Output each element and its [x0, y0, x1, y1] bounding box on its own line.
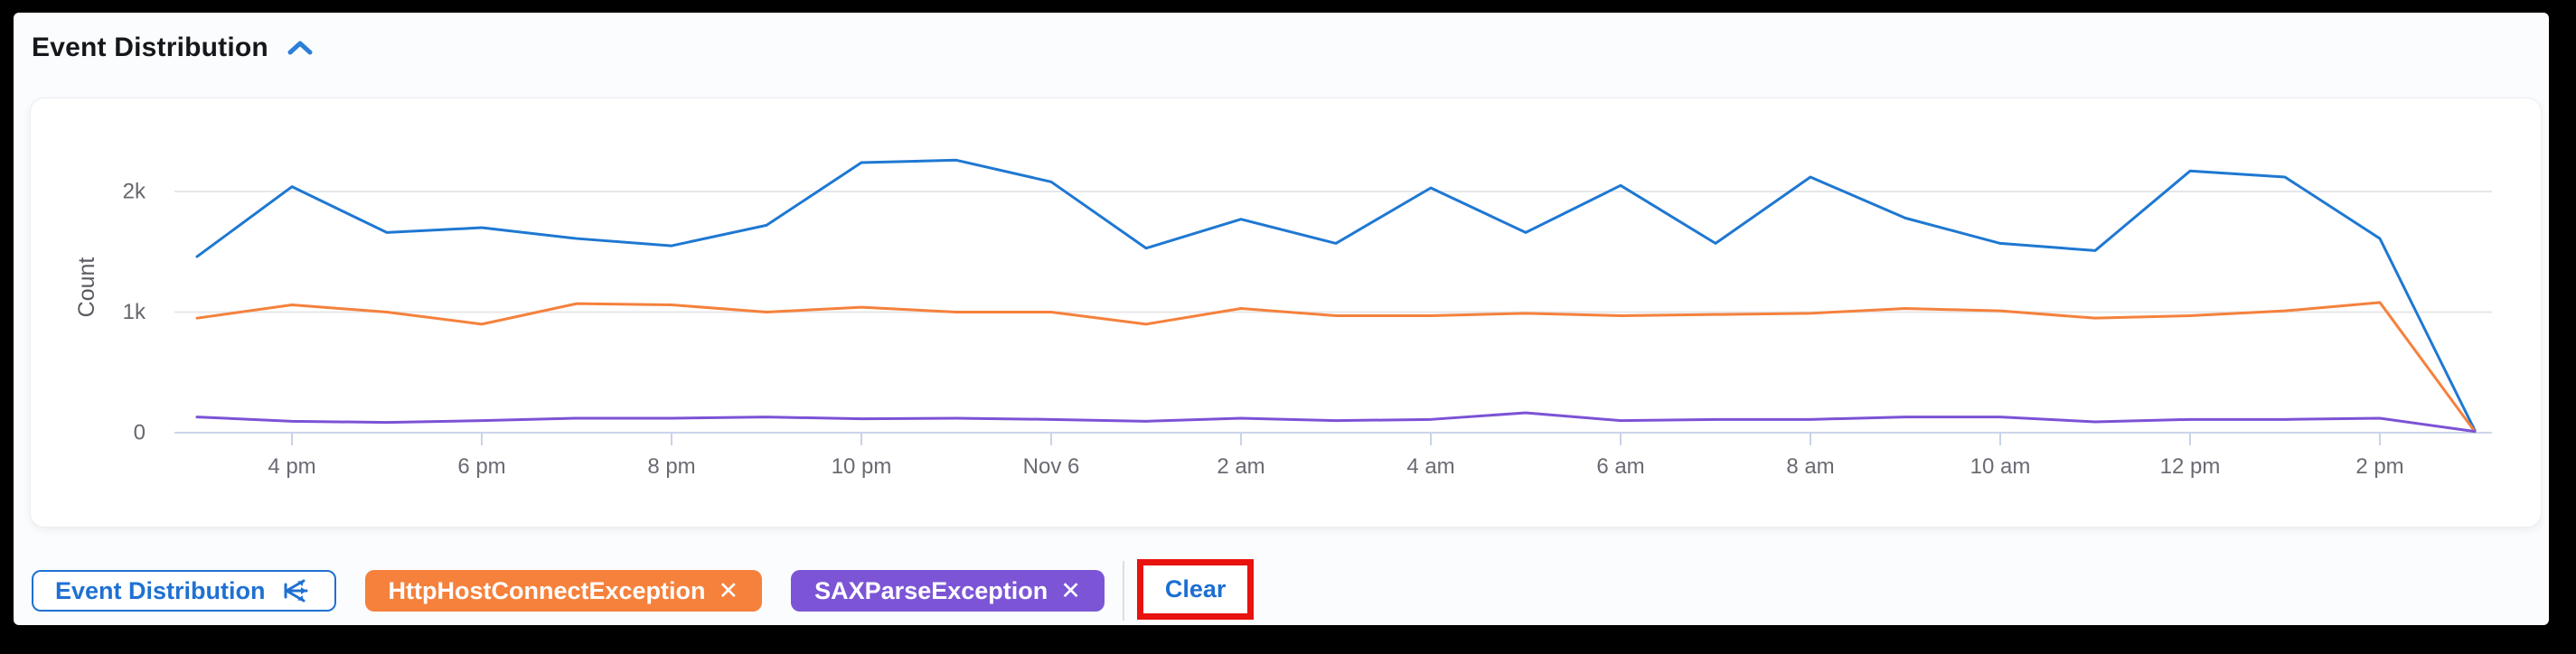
remove-filter-icon[interactable]: ✕ [718, 576, 739, 604]
page-title: Event Distribution [32, 33, 268, 62]
chips-divider [1122, 561, 1124, 621]
x-tick-label: 10 pm [832, 454, 892, 479]
clear-filters-button[interactable]: Clear [1143, 575, 1248, 603]
filter-chips-row: Event Distribution [32, 557, 1255, 621]
event-distribution-chart: 0 1k 2k 4 pm 6 pm 8 pm 10 pm Nov 6 2 am 4 am 6 am 8… [74, 158, 2492, 479]
y-tick-label: 1k [123, 300, 146, 324]
x-tick-label: 6 pm [457, 454, 505, 479]
panel-header: Event Distribution [32, 33, 314, 63]
x-tick-label: Nov 6 [1023, 454, 1080, 479]
x-tick-label: 2 pm [2355, 454, 2403, 479]
collapse-button[interactable] [287, 38, 314, 58]
series-chip-label: Event Distribution [55, 576, 266, 604]
event-distribution-panel: Event Distribution 0 1k 2k 4 pm 6 pm 8 pm 10 p… [14, 13, 2549, 625]
x-tick-label: 4 am [1406, 454, 1454, 479]
y-tick-label: 2k [123, 180, 146, 204]
line-httphostconnectexception [195, 301, 2477, 434]
line-event-distribution [195, 158, 2477, 432]
filter-chip-httphostconnectexception[interactable]: HttpHostConnectException ✕ [364, 570, 763, 612]
filter-chip-label: SAXParseException [814, 576, 1048, 604]
series-chip-event-distribution[interactable]: Event Distribution [32, 570, 336, 612]
x-tick-label: 8 pm [647, 454, 695, 479]
chevron-up-icon [287, 40, 313, 56]
filter-chip-saxparseexception[interactable]: SAXParseException ✕ [791, 570, 1105, 612]
x-tick-label: 2 am [1217, 454, 1264, 479]
y-axis-title: Count [74, 257, 99, 318]
line-saxparseexception [195, 411, 2477, 434]
filter-chip-label: HttpHostConnectException [388, 576, 706, 604]
y-tick-label: 0 [134, 421, 146, 445]
remove-filter-icon[interactable]: ✕ [1060, 576, 1081, 604]
share-icon [280, 575, 313, 607]
annotation-highlight-box: Clear [1136, 559, 1255, 620]
x-tick-label: 10 am [1970, 454, 2031, 479]
x-tick-label: 8 am [1786, 454, 1834, 479]
x-tick-label: 12 pm [2160, 454, 2221, 479]
x-tick-label: 4 pm [268, 454, 315, 479]
x-tick-label: 6 am [1596, 454, 1644, 479]
